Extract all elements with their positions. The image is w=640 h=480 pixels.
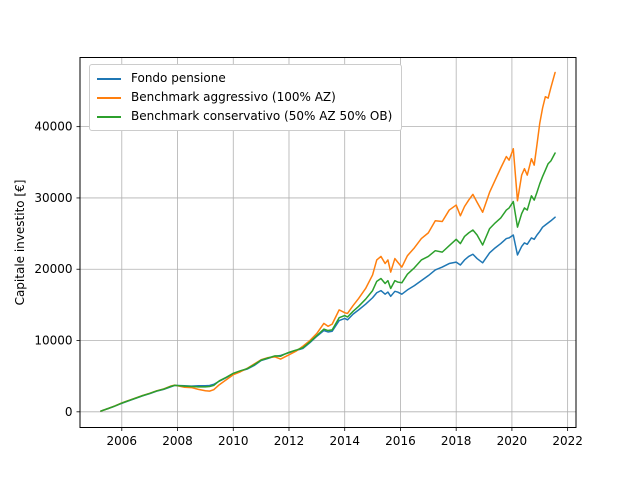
- legend-item: Fondo pensione: [97, 69, 392, 88]
- x-tick-label: 2008: [162, 434, 193, 448]
- y-tick-label: 10000: [34, 334, 72, 348]
- y-tick-label: 40000: [34, 120, 72, 134]
- x-tick-label: 2016: [385, 434, 416, 448]
- x-tick-label: 2020: [497, 434, 528, 448]
- legend-label: Benchmark aggressivo (100% AZ): [131, 90, 336, 104]
- axis-tick-labels: 2006 2008 2010 2012 2014 2016 2018 2020 2022 0 100…: [34, 120, 583, 448]
- series-line-2: [100, 152, 556, 412]
- y-tick-label: 20000: [34, 262, 72, 276]
- legend-label: Benchmark conservativo (50% AZ 50% OB): [131, 109, 393, 123]
- legend-label: Fondo pensione: [131, 71, 226, 85]
- x-tick-label: 2012: [274, 434, 305, 448]
- legend-line-sample: [97, 115, 121, 118]
- legend-line-sample: [97, 77, 121, 80]
- x-tick-label: 2010: [218, 434, 249, 448]
- y-tick-label: 30000: [34, 191, 72, 205]
- plot-frame: [79, 57, 577, 428]
- legend-item: Benchmark aggressivo (100% AZ): [97, 88, 392, 107]
- x-tick-label: 2014: [329, 434, 360, 448]
- legend-item: Benchmark conservativo (50% AZ 50% OB): [97, 107, 392, 126]
- x-tick-label: 2018: [441, 434, 472, 448]
- series-lines: [100, 71, 556, 412]
- x-tick-label: 2006: [107, 434, 138, 448]
- axis-ticks: [76, 126, 569, 431]
- legend-line-sample: [97, 96, 121, 99]
- x-tick-label: 2022: [552, 434, 583, 448]
- y-tick-label: 0: [65, 405, 73, 419]
- series-line-1: [100, 71, 556, 412]
- y-axis-label: Capitale investito [€]: [13, 180, 27, 306]
- legend: Fondo pensione Benchmark aggressivo (100%…: [89, 64, 403, 131]
